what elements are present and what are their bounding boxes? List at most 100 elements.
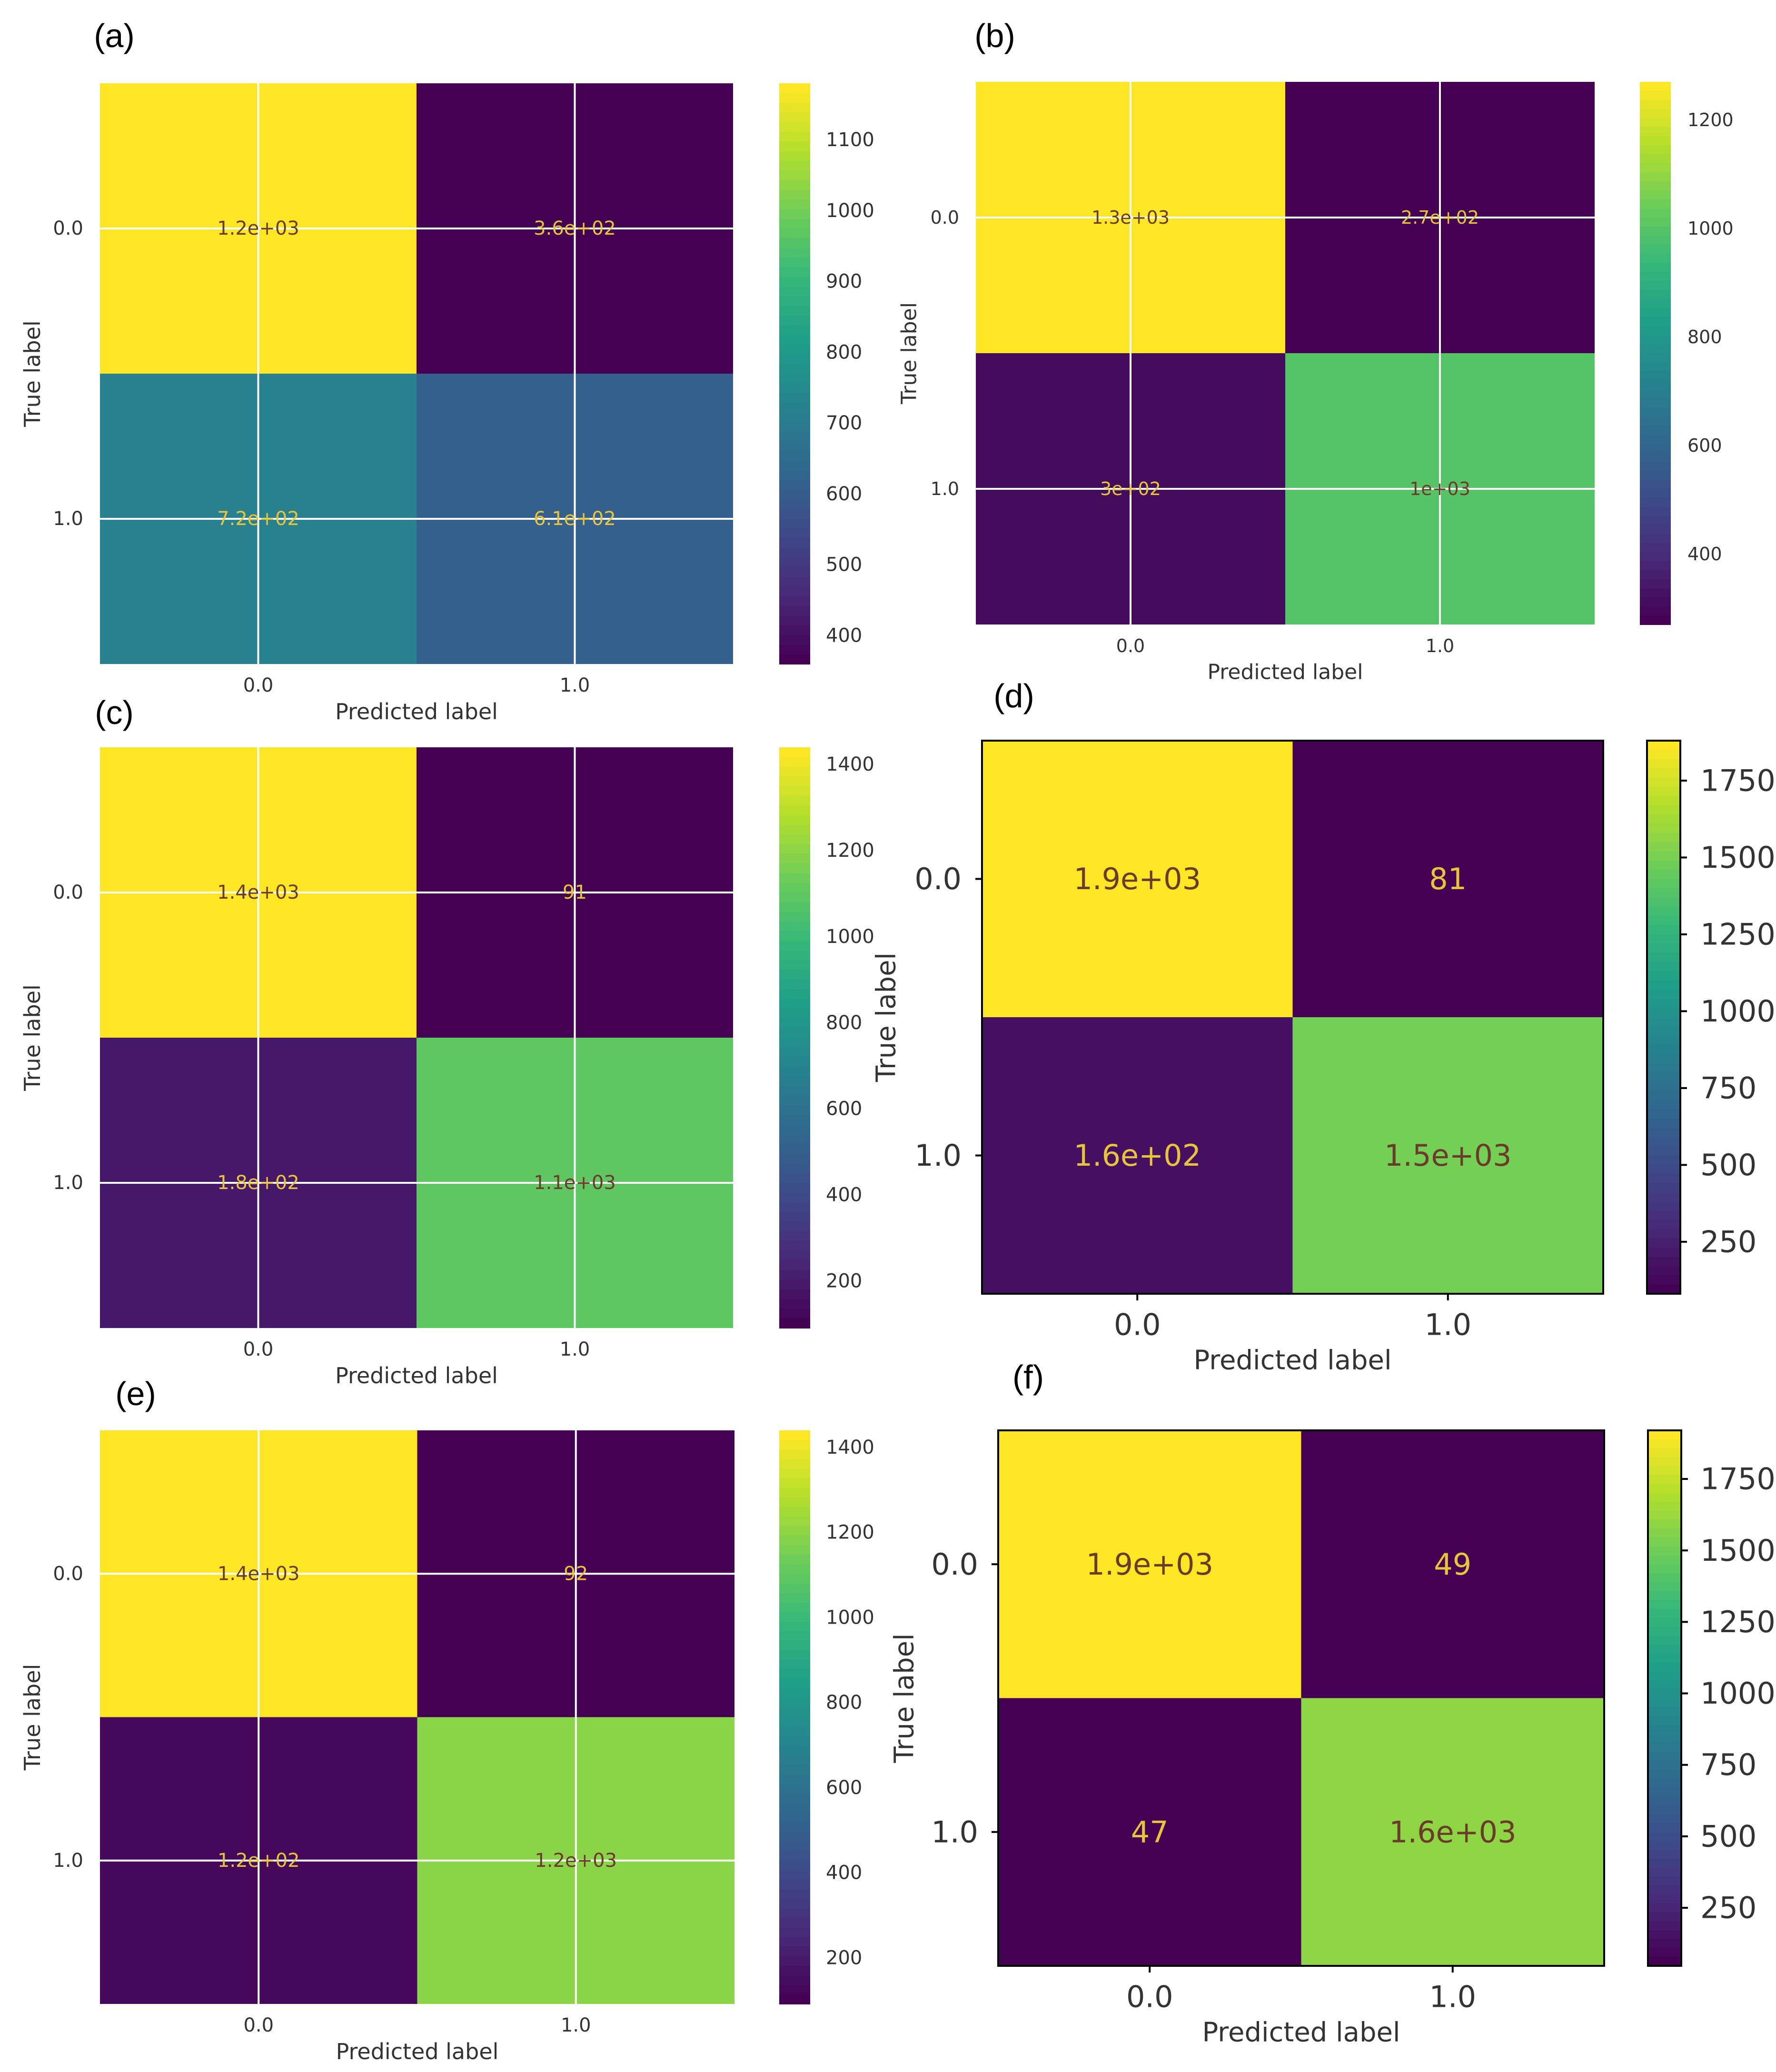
panel-a-colorbar-strip-9 (779, 170, 810, 181)
panel-c-colorbar-strip-30 (779, 1038, 810, 1048)
panel-b-colorbar-strip-30 (1640, 353, 1671, 363)
panel-f-colorbar-strip-19 (1648, 1600, 1681, 1609)
panel-a-colorbar-tick-7: 1100 (826, 129, 874, 151)
panel-c-colorbar-strip-29 (779, 1028, 810, 1038)
panel-c-colorbar-strip-6 (779, 805, 810, 816)
panel-f-cell-r1c0 (998, 1698, 1301, 1966)
panel-f-label: (f) (1012, 1358, 1044, 1396)
panel-d-colorbar-strip-20 (1647, 925, 1680, 935)
panel-c-colorbar-strip-15 (779, 892, 810, 903)
panel-b-colorbar-strip-46 (1640, 498, 1671, 507)
panel-f-colorbar-strip-25 (1648, 1653, 1681, 1663)
panel-f-colorbar-strip-54 (1648, 1912, 1681, 1922)
panel-e-colorbar-strip-16 (779, 1583, 810, 1594)
panel-f-colorbar-strip-44 (1648, 1823, 1681, 1833)
panel-b-xtick-0: 0.0 (1116, 635, 1145, 656)
panel-d-colorbar-strip-45 (1647, 1155, 1680, 1165)
panel-b-colorbar-strip-26 (1640, 317, 1671, 327)
panel-d-colorbar-strip-30 (1647, 1017, 1680, 1027)
panel-e-colorbar-strip-45 (779, 1860, 810, 1871)
panel-b-label: (b) (974, 17, 1015, 54)
panel-b-colorbar-strip-21 (1640, 272, 1671, 281)
panel-b-colorbar-strip-4 (1640, 118, 1671, 128)
panel-d-colorbar-tick-5: 1500 (1700, 840, 1776, 875)
panel-c-colorbar-strip-33 (779, 1067, 810, 1077)
panel-a-colorbar-tick-6: 1000 (826, 200, 874, 222)
panel-a-colorbar-strip-47 (779, 538, 810, 548)
panel-c-colorbar-strip-31 (779, 1047, 810, 1058)
panel-e-colorbar-strip-22 (779, 1640, 810, 1651)
panel-e-colorbar-strip-20 (779, 1621, 810, 1632)
panel-f-colorbar-strip-28 (1648, 1680, 1681, 1690)
panel-f-colorbar-strip-35 (1648, 1743, 1681, 1752)
panel-f-ytick-0: 0.0 (931, 1547, 978, 1582)
panel-c-annotation-r1c0: 1.8e+02 (217, 1172, 299, 1194)
panel-f-colorbar-strip-8 (1648, 1502, 1681, 1511)
panel-c-colorbar-strip-13 (779, 873, 810, 883)
panel-d-colorbar-strip-13 (1647, 860, 1680, 871)
panel-d-cell-r0c1 (1292, 741, 1603, 1017)
panel-f-colorbar-strip-23 (1648, 1636, 1681, 1645)
panel-f-colorbar-strip-10 (1648, 1519, 1681, 1529)
panel-c-colorbar-strip-44 (779, 1173, 810, 1183)
panel-f-colorbar-strip-47 (1648, 1850, 1681, 1859)
panel-f-colorbar-strip-31 (1648, 1707, 1681, 1716)
panel-b-colorbar-strip-9 (1640, 163, 1671, 173)
panel-e-annotation-r1c0: 1.2e+02 (218, 1850, 300, 1872)
panel-c-colorbar-strip-11 (779, 853, 810, 864)
panel-e-colorbar-tick-0: 200 (826, 1947, 862, 1969)
panel-f-colorbar-strip-38 (1648, 1769, 1681, 1779)
panel-d-colorbar-strip-31 (1647, 1026, 1680, 1036)
panel-e-colorbar-strip-11 (779, 1535, 810, 1546)
panel-d-colorbar-tick-0: 250 (1700, 1224, 1756, 1259)
panel-a-colorbar-strip-6 (779, 141, 810, 152)
panel-e-colorbar-strip-1 (779, 1440, 810, 1450)
panel-a-colorbar-strip-41 (779, 480, 810, 490)
panel-d-annotation-r0c0: 1.9e+03 (1073, 862, 1201, 896)
panel-e-xtick-1: 1.0 (561, 2014, 591, 2036)
panel-d-colorbar-strip-34 (1647, 1054, 1680, 1064)
panel-a-xtick-0: 0.0 (243, 674, 274, 696)
panel-f-ylabel: True label (889, 1633, 920, 1763)
panel-e-colorbar-tick-5: 1200 (826, 1522, 874, 1544)
panel-f-cell-r1c1 (1301, 1698, 1604, 1966)
panel-b-colorbar-strip-43 (1640, 471, 1671, 480)
panel-d-colorbar-strip-35 (1647, 1063, 1680, 1073)
panel-f-colorbar-strip-4 (1648, 1466, 1681, 1476)
panel-a-xlabel: Predicted label (335, 699, 498, 724)
panel-a-annotation-r1c1: 6.1e+02 (534, 508, 616, 530)
panel-b-colorbar-strip-20 (1640, 263, 1671, 272)
panel-a-colorbar-strip-34 (779, 412, 810, 423)
panel-c-label: (c) (95, 694, 134, 731)
panel-a-colorbar-strip-1 (779, 93, 810, 103)
panel-c-ytick-0: 0.0 (53, 882, 83, 903)
panel-f-colorbar-strip-7 (1648, 1493, 1681, 1502)
panel-e-colorbar-strip-57 (779, 1975, 810, 1985)
panel-d-cell-r1c1 (1292, 1017, 1603, 1294)
panel-a-colorbar-tick-3: 700 (826, 412, 862, 434)
panel-d-colorbar-strip-57 (1647, 1266, 1680, 1276)
panel-f-colorbar-tick-3: 1000 (1700, 1676, 1776, 1711)
panel-a-colorbar-strip-44 (779, 509, 810, 519)
panel-d-colorbar-strip-17 (1647, 897, 1680, 907)
panel-f-colorbar-strip-40 (1648, 1787, 1681, 1797)
panel-e-colorbar-strip-32 (779, 1736, 810, 1746)
panel-e-colorbar-strip-53 (779, 1937, 810, 1947)
panel-a-colorbar-strip-22 (779, 296, 810, 307)
panel-b-colorbar-strip-14 (1640, 208, 1671, 218)
panel-b-colorbar-tick-1: 600 (1687, 435, 1722, 456)
panel-f-colorbar-strip-20 (1648, 1609, 1681, 1618)
panel-a-annotation-r1c0: 7.2e+02 (217, 508, 299, 530)
panel-c-colorbar-strip-58 (779, 1309, 810, 1319)
panel-a-colorbar-strip-21 (779, 287, 810, 297)
panel-d-colorbar-strip-47 (1647, 1174, 1680, 1184)
panel-d-colorbar-strip-50 (1647, 1201, 1680, 1211)
panel-d-xtick-0: 0.0 (1114, 1308, 1161, 1342)
panel-c-colorbar-strip-14 (779, 882, 810, 893)
panel-f-colorbar-strip-45 (1648, 1832, 1681, 1842)
panel-d-colorbar-strip-41 (1647, 1119, 1680, 1129)
panel-d-label: (d) (993, 677, 1034, 714)
panel-d-colorbar-strip-11 (1647, 842, 1680, 852)
panel-c-colorbar-strip-8 (779, 824, 810, 835)
